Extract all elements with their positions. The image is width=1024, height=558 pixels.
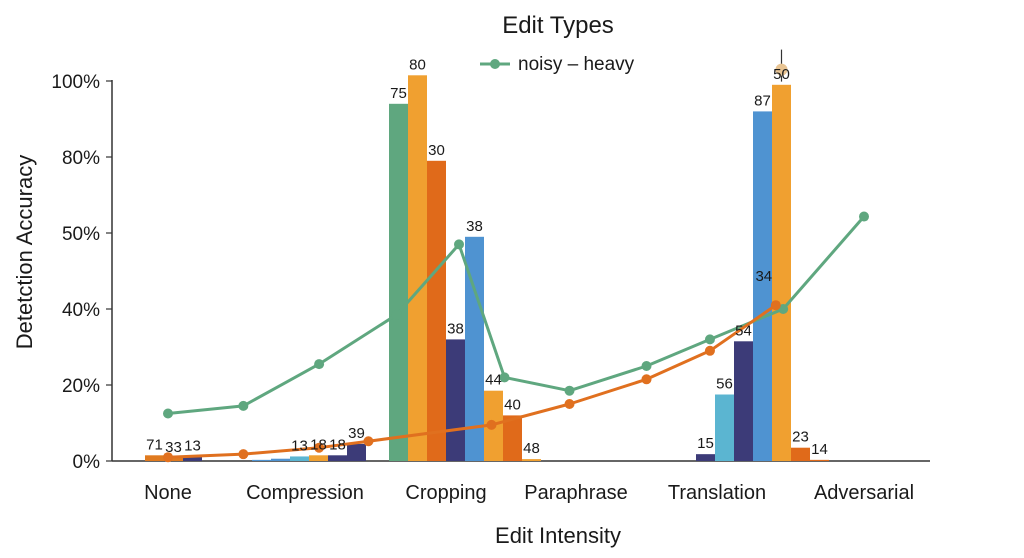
marker-point <box>775 63 788 76</box>
chart-title: Edit Types <box>502 12 614 39</box>
series-point <box>238 449 249 460</box>
bar <box>753 111 772 462</box>
y-tick-label: 20% <box>62 376 100 397</box>
bar <box>715 394 734 461</box>
bar-data-label: 48 <box>523 440 540 457</box>
bar-data-label: 44 <box>485 372 502 389</box>
bar <box>164 457 183 461</box>
y-axis-title: Detetction Accuracy <box>12 155 37 349</box>
series-point <box>641 374 652 385</box>
bar <box>347 443 366 461</box>
series-point <box>641 361 652 371</box>
line-series <box>163 211 869 463</box>
bar <box>271 458 290 461</box>
bar-data-label: 13 <box>291 437 308 454</box>
bar <box>408 75 427 462</box>
x-tick-label: Compression <box>246 482 364 504</box>
bar-data-label: 50 <box>773 66 790 83</box>
bar-data-label: 71 <box>146 436 163 453</box>
bar <box>389 103 408 462</box>
legend-label: noisy – heavy <box>518 54 635 75</box>
bar <box>427 160 446 462</box>
bar <box>503 415 522 461</box>
series-point <box>564 399 575 409</box>
bar-data-label: 13 <box>184 437 201 454</box>
series-point <box>163 408 173 419</box>
y-tick-label: 0% <box>73 452 101 473</box>
series-point <box>391 309 402 320</box>
x-tick-label: Translation <box>668 482 766 504</box>
series-point-label: 34 <box>755 268 772 285</box>
series-point <box>704 334 715 345</box>
series-point <box>486 419 497 430</box>
y-tick-label: 80% <box>62 148 100 169</box>
bar-data-label: 80 <box>409 56 426 73</box>
axes: 0% 20% 40% 50% 80% 100% None Compression Croppin… <box>51 72 930 504</box>
series-point <box>363 436 374 447</box>
bar <box>696 454 715 461</box>
bar-data-label: 33 <box>165 439 182 456</box>
bars <box>145 49 829 462</box>
bar-data-label: 39 <box>348 425 365 442</box>
legend-marker-swatch <box>490 59 500 69</box>
bar-data-label: 15 <box>697 435 714 452</box>
bar-data-label: 30 <box>428 142 445 159</box>
bar <box>309 455 328 461</box>
y-tick-label: 50% <box>62 224 100 245</box>
bar <box>791 447 810 461</box>
bar-data-label: 14 <box>811 441 828 458</box>
series-point <box>499 372 510 383</box>
series-point <box>859 211 869 222</box>
bar-data-label: 56 <box>716 376 733 393</box>
bar-data-label: 23 <box>792 429 809 446</box>
bar <box>522 459 541 461</box>
series-point <box>778 304 789 314</box>
legend: noisy – heavy <box>480 54 635 75</box>
bar-data-label: 75 <box>390 85 407 102</box>
x-axis-title: Edit Intensity <box>495 523 621 548</box>
bar-data-label: 87 <box>754 92 771 109</box>
series-point <box>314 359 325 370</box>
bar <box>810 459 829 461</box>
x-tick-label: Adversarial <box>814 482 914 504</box>
bar <box>772 84 791 462</box>
y-tick-label: 100% <box>51 72 100 93</box>
series-point <box>314 442 325 453</box>
bar <box>252 459 271 461</box>
bar-data-label: 18 <box>310 436 327 453</box>
series-point <box>704 345 715 356</box>
bar <box>734 341 753 461</box>
bar-data-label: 38 <box>466 218 483 235</box>
x-tick-label: None <box>144 482 192 504</box>
series-point <box>163 452 173 463</box>
x-tick-label: Cropping <box>405 482 486 504</box>
y-tick-label: 40% <box>62 300 100 321</box>
bar <box>290 456 309 461</box>
bar-data-label: 38 <box>447 320 464 337</box>
series-point <box>564 385 575 396</box>
bar <box>465 236 484 461</box>
bar <box>328 455 347 461</box>
bar <box>446 339 465 461</box>
bar <box>145 455 164 461</box>
series-point <box>238 400 249 411</box>
series-point <box>454 239 464 250</box>
series-point <box>770 300 781 311</box>
bar-data-label: 54 <box>735 322 752 339</box>
x-tick-label: Paraphrase <box>524 482 627 504</box>
bar-data-label: 40 <box>504 396 521 413</box>
bar <box>183 456 202 461</box>
bar-data-label: 18 <box>329 436 346 453</box>
